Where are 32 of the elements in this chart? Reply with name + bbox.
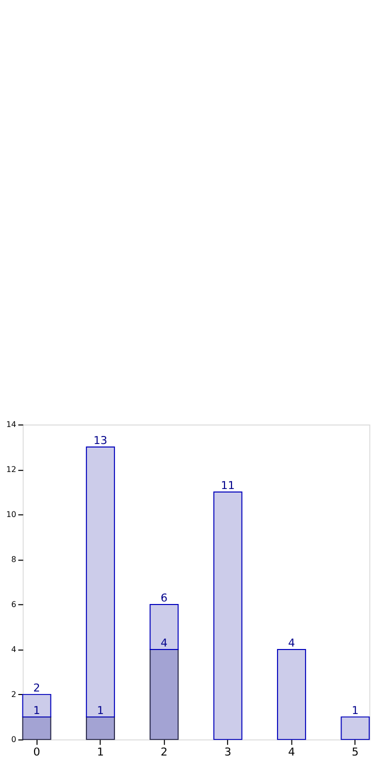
data-label: 1 [33, 704, 40, 717]
bar [213, 491, 242, 740]
bar [86, 446, 115, 718]
x-tick-label: 5 [352, 746, 359, 759]
total-label: 4 [288, 636, 296, 650]
y-tick-label: 8 [11, 554, 16, 564]
y-tick-label: 12 [6, 464, 16, 474]
total-label: 13 [94, 434, 108, 448]
bar [86, 716, 115, 740]
x-tick-label: 1 [96, 746, 104, 759]
data-label: 4 [160, 636, 168, 650]
total-label: 11 [220, 479, 235, 492]
y-tick-label: 4 [11, 644, 16, 654]
y-tick-label: 14 [6, 420, 16, 429]
y-tick-label: 10 [6, 510, 16, 519]
y-tick-label: 6 [11, 600, 16, 609]
bar [277, 648, 306, 740]
x-tick-label: 3 [224, 746, 232, 759]
x-tick-label: 4 [288, 746, 296, 759]
bar [22, 716, 52, 740]
y-tick-label: 2 [11, 690, 16, 699]
x-tick-label: 2 [160, 746, 168, 759]
bar [22, 694, 52, 718]
total-label: 1 [352, 704, 359, 717]
y-tick-label: 0 [11, 734, 16, 744]
bar [150, 604, 179, 650]
bar [150, 648, 179, 740]
bar [340, 716, 370, 740]
total-label: 6 [160, 591, 168, 604]
data-label: 1 [96, 704, 104, 717]
x-tick-label: 0 [33, 746, 40, 759]
total-label: 2 [33, 681, 40, 694]
